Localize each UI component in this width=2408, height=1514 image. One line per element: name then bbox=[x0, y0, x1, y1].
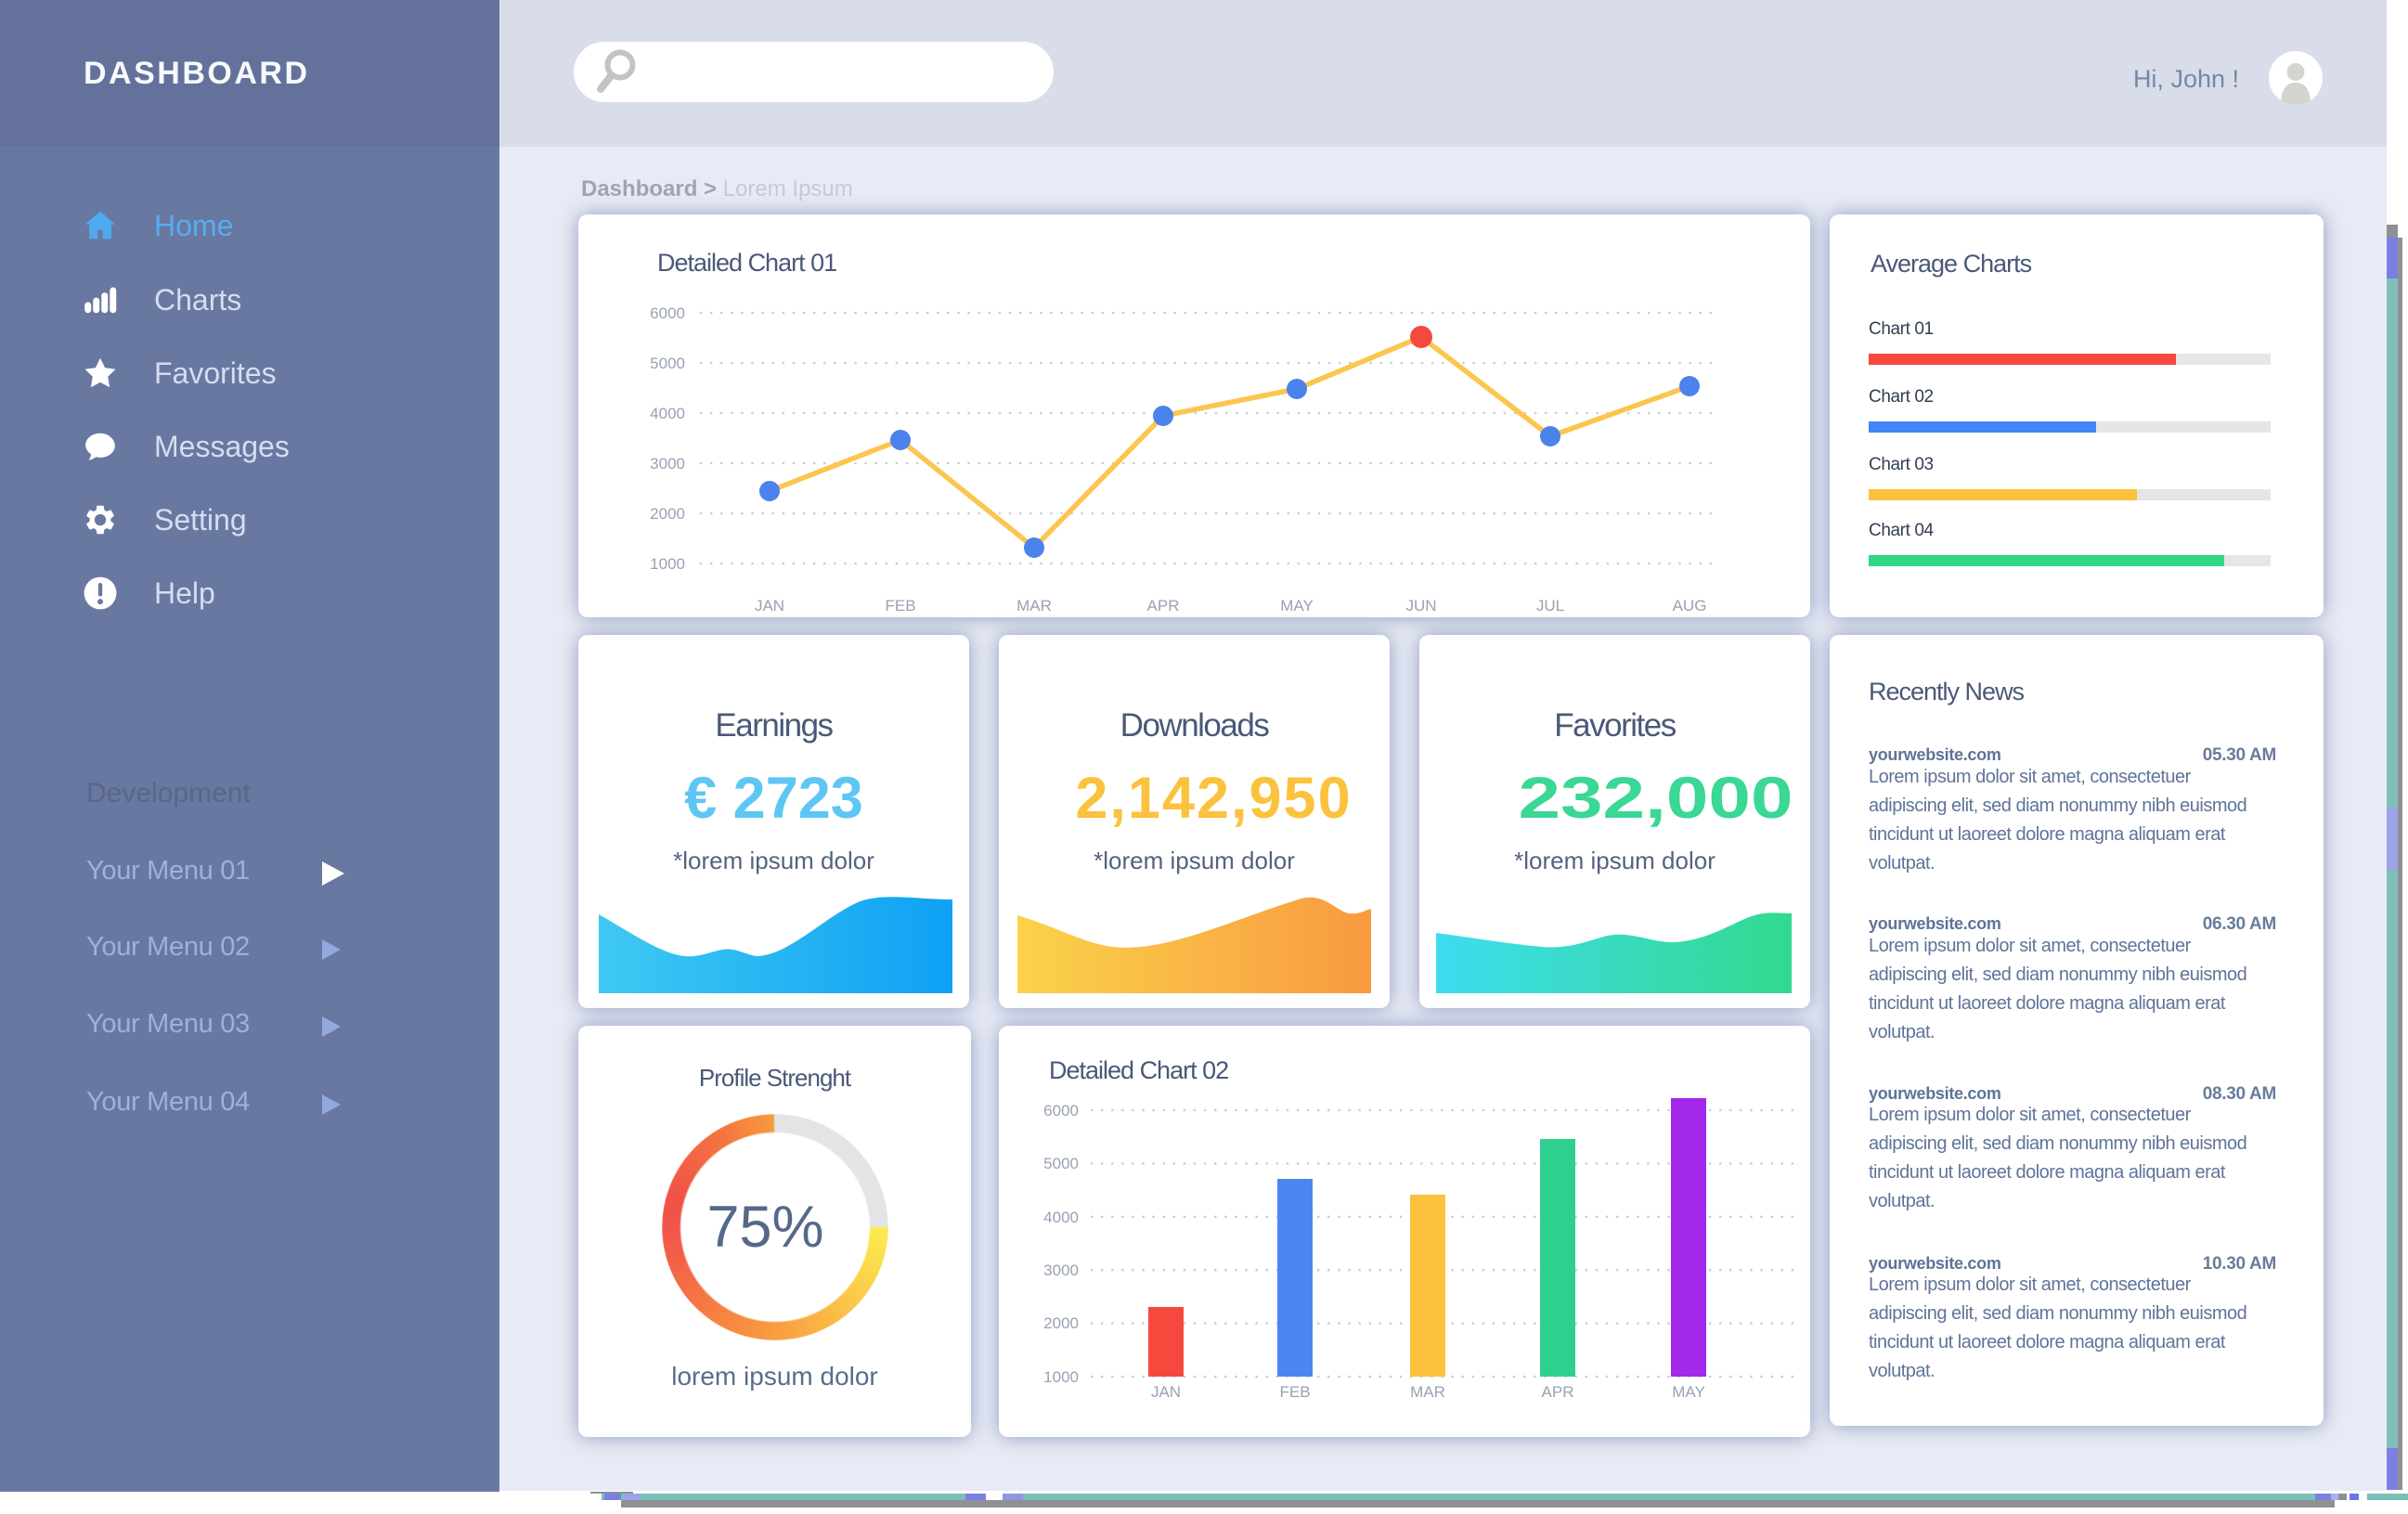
svg-text:4000: 4000 bbox=[1043, 1209, 1079, 1226]
svg-text:APR: APR bbox=[1147, 597, 1180, 615]
svg-text:1000: 1000 bbox=[1043, 1368, 1079, 1386]
svg-text:6000: 6000 bbox=[650, 304, 685, 322]
svg-text:JAN: JAN bbox=[1151, 1383, 1181, 1401]
svg-text:5000: 5000 bbox=[650, 355, 685, 372]
svg-text:3000: 3000 bbox=[1043, 1262, 1079, 1279]
svg-text:AUG: AUG bbox=[1673, 597, 1707, 615]
svg-text:6000: 6000 bbox=[1043, 1102, 1079, 1119]
svg-text:2000: 2000 bbox=[1043, 1314, 1079, 1332]
svg-text:5000: 5000 bbox=[1043, 1155, 1079, 1172]
svg-text:1000: 1000 bbox=[650, 555, 685, 573]
svg-text:MAR: MAR bbox=[1016, 597, 1052, 615]
svg-text:JAN: JAN bbox=[755, 597, 784, 615]
svg-text:2000: 2000 bbox=[650, 505, 685, 523]
svg-text:JUN: JUN bbox=[1405, 597, 1436, 615]
svg-text:APR: APR bbox=[1542, 1383, 1574, 1401]
svg-text:FEB: FEB bbox=[885, 597, 915, 615]
svg-text:JUL: JUL bbox=[1536, 597, 1564, 615]
svg-text:4000: 4000 bbox=[650, 405, 685, 422]
svg-text:MAY: MAY bbox=[1672, 1383, 1705, 1401]
svg-text:MAY: MAY bbox=[1280, 597, 1314, 615]
svg-text:FEB: FEB bbox=[1279, 1383, 1310, 1401]
svg-text:MAR: MAR bbox=[1410, 1383, 1445, 1401]
svg-text:3000: 3000 bbox=[650, 455, 685, 472]
